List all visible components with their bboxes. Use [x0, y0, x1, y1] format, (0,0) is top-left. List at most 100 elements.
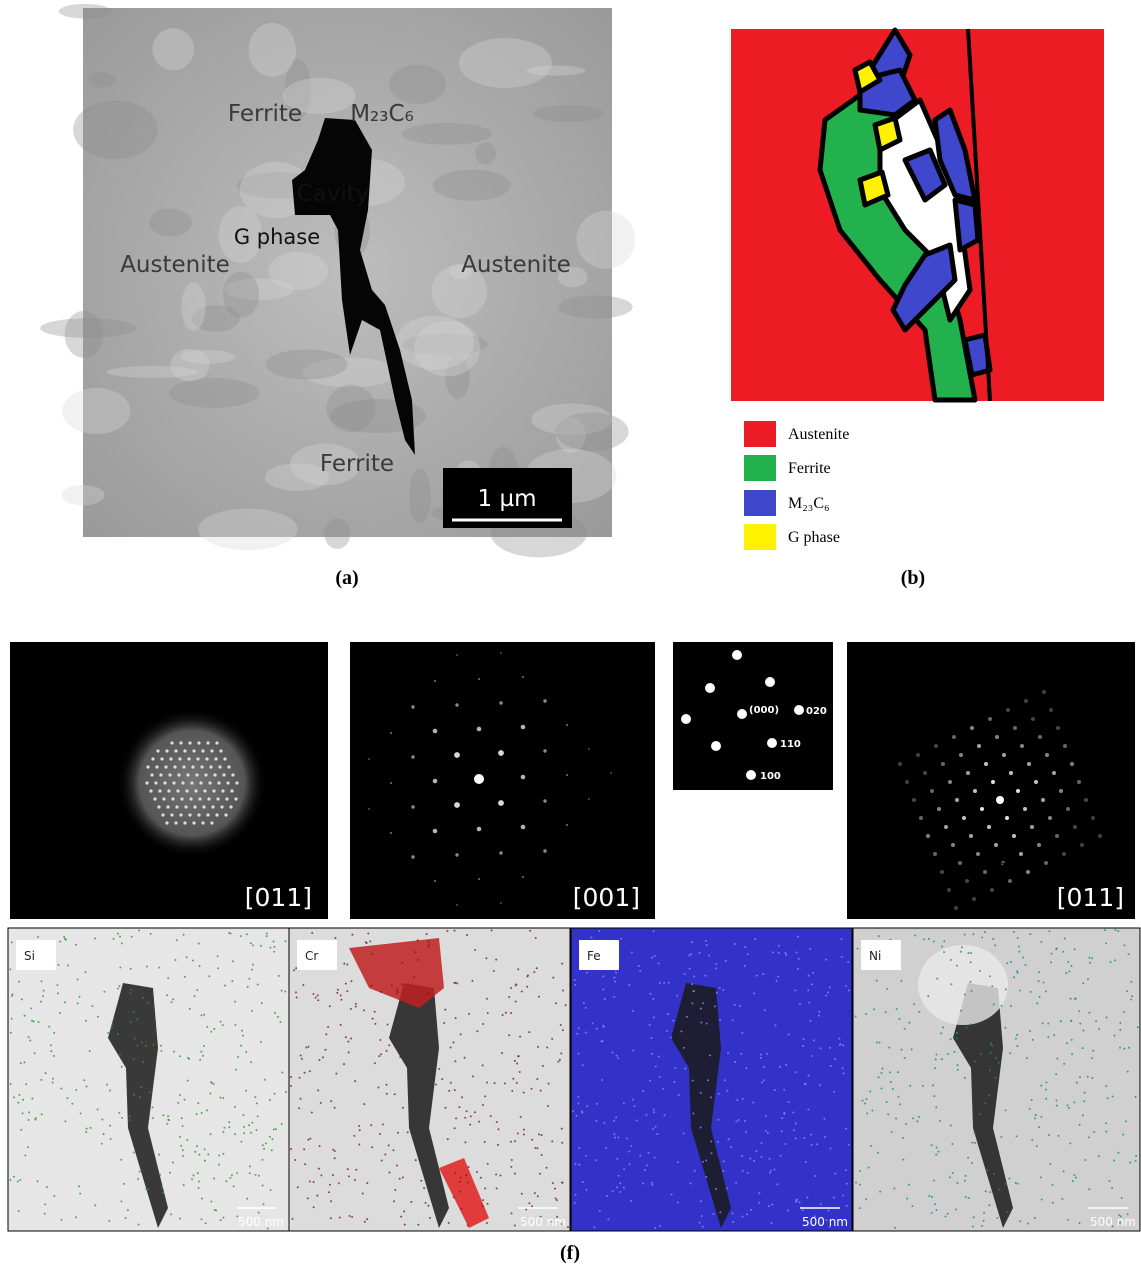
speckle [760, 1156, 762, 1158]
speckle [182, 1125, 184, 1127]
speckle [623, 1103, 625, 1105]
speckle [138, 1224, 140, 1226]
speckle [1082, 1047, 1084, 1049]
speckle [578, 1147, 580, 1149]
speckle [1067, 1219, 1069, 1221]
speckle [316, 1195, 318, 1197]
speckle [730, 1146, 732, 1148]
speckle [654, 1156, 656, 1158]
speckle [974, 1142, 976, 1144]
speckle [1071, 1039, 1073, 1041]
speckle [38, 1021, 40, 1023]
spot [157, 805, 160, 808]
spot [163, 781, 166, 784]
speckle [172, 1161, 174, 1163]
spot [947, 888, 951, 892]
speckle [151, 1106, 153, 1108]
texture [149, 208, 192, 236]
speckle [512, 1078, 514, 1080]
speckle [1107, 1097, 1109, 1099]
speckle [650, 1037, 652, 1039]
speckle [855, 1016, 857, 1018]
speckle [335, 1073, 337, 1075]
spot [454, 802, 460, 808]
speckle [1048, 1134, 1050, 1136]
speckle [129, 1119, 131, 1121]
speckle [121, 1117, 123, 1119]
speckle [1074, 948, 1076, 950]
speckle [421, 1018, 423, 1020]
speckle [526, 975, 528, 977]
speckle [893, 1187, 895, 1189]
speckle [876, 980, 878, 982]
speckle [1016, 1135, 1018, 1137]
speckle [531, 1139, 533, 1141]
speckle [528, 1202, 530, 1204]
speckle [334, 1150, 336, 1152]
speckle [496, 1187, 498, 1189]
spot [179, 813, 182, 816]
speckle [192, 1174, 194, 1176]
speckle [1017, 1183, 1019, 1185]
speckle [614, 981, 616, 983]
speckle [618, 1175, 620, 1177]
speckle [1018, 951, 1020, 953]
speckle [950, 1038, 952, 1040]
speckle [1025, 964, 1027, 966]
speckle [914, 935, 916, 937]
speckle [514, 1173, 516, 1175]
spot [207, 797, 210, 800]
speckle [467, 1182, 469, 1184]
speckle [1034, 1217, 1036, 1219]
speckle [41, 980, 43, 982]
speckle [137, 1178, 139, 1180]
speckle [10, 1032, 12, 1034]
speckle [575, 1194, 577, 1196]
speckle [521, 990, 523, 992]
speckle [895, 1117, 897, 1119]
speckle [614, 1137, 616, 1139]
speckle [940, 1032, 942, 1034]
speckle [705, 940, 707, 942]
speckle [652, 1128, 654, 1130]
speckle [254, 1096, 256, 1098]
speckle [932, 1084, 934, 1086]
speckle [763, 1079, 765, 1081]
speckle [1040, 1176, 1042, 1178]
speckle [273, 1128, 275, 1130]
speckle [995, 1057, 997, 1059]
speckle [1071, 965, 1073, 967]
speckle [90, 1127, 92, 1129]
speckle [630, 1200, 632, 1202]
speckle [393, 1041, 395, 1043]
inset-spot [705, 683, 715, 693]
speckle [719, 1019, 721, 1021]
speckle [496, 1121, 498, 1123]
speckle [471, 980, 473, 982]
speckle [1072, 1180, 1074, 1182]
spot [202, 805, 205, 808]
speckle [795, 1071, 797, 1073]
speckle [967, 1157, 969, 1159]
speckle [430, 1024, 432, 1026]
speckle [941, 1058, 943, 1060]
speckle [1008, 1178, 1010, 1180]
speckle [1070, 998, 1072, 1000]
speckle [1074, 998, 1076, 1000]
spot [156, 749, 159, 752]
speckle [727, 1052, 729, 1054]
speckle [956, 1182, 958, 1184]
speckle [269, 947, 271, 949]
speckle [495, 1173, 497, 1175]
speckle [85, 1020, 87, 1022]
speckle [1130, 998, 1132, 1000]
speckle [1069, 1142, 1071, 1144]
speckle [297, 1186, 299, 1188]
speckle [258, 1212, 260, 1214]
speckle [845, 1128, 847, 1130]
speckle [598, 930, 600, 932]
speckle [348, 1051, 350, 1053]
speckle [474, 949, 476, 951]
speckle [1119, 1022, 1121, 1024]
speckle [83, 1079, 85, 1081]
